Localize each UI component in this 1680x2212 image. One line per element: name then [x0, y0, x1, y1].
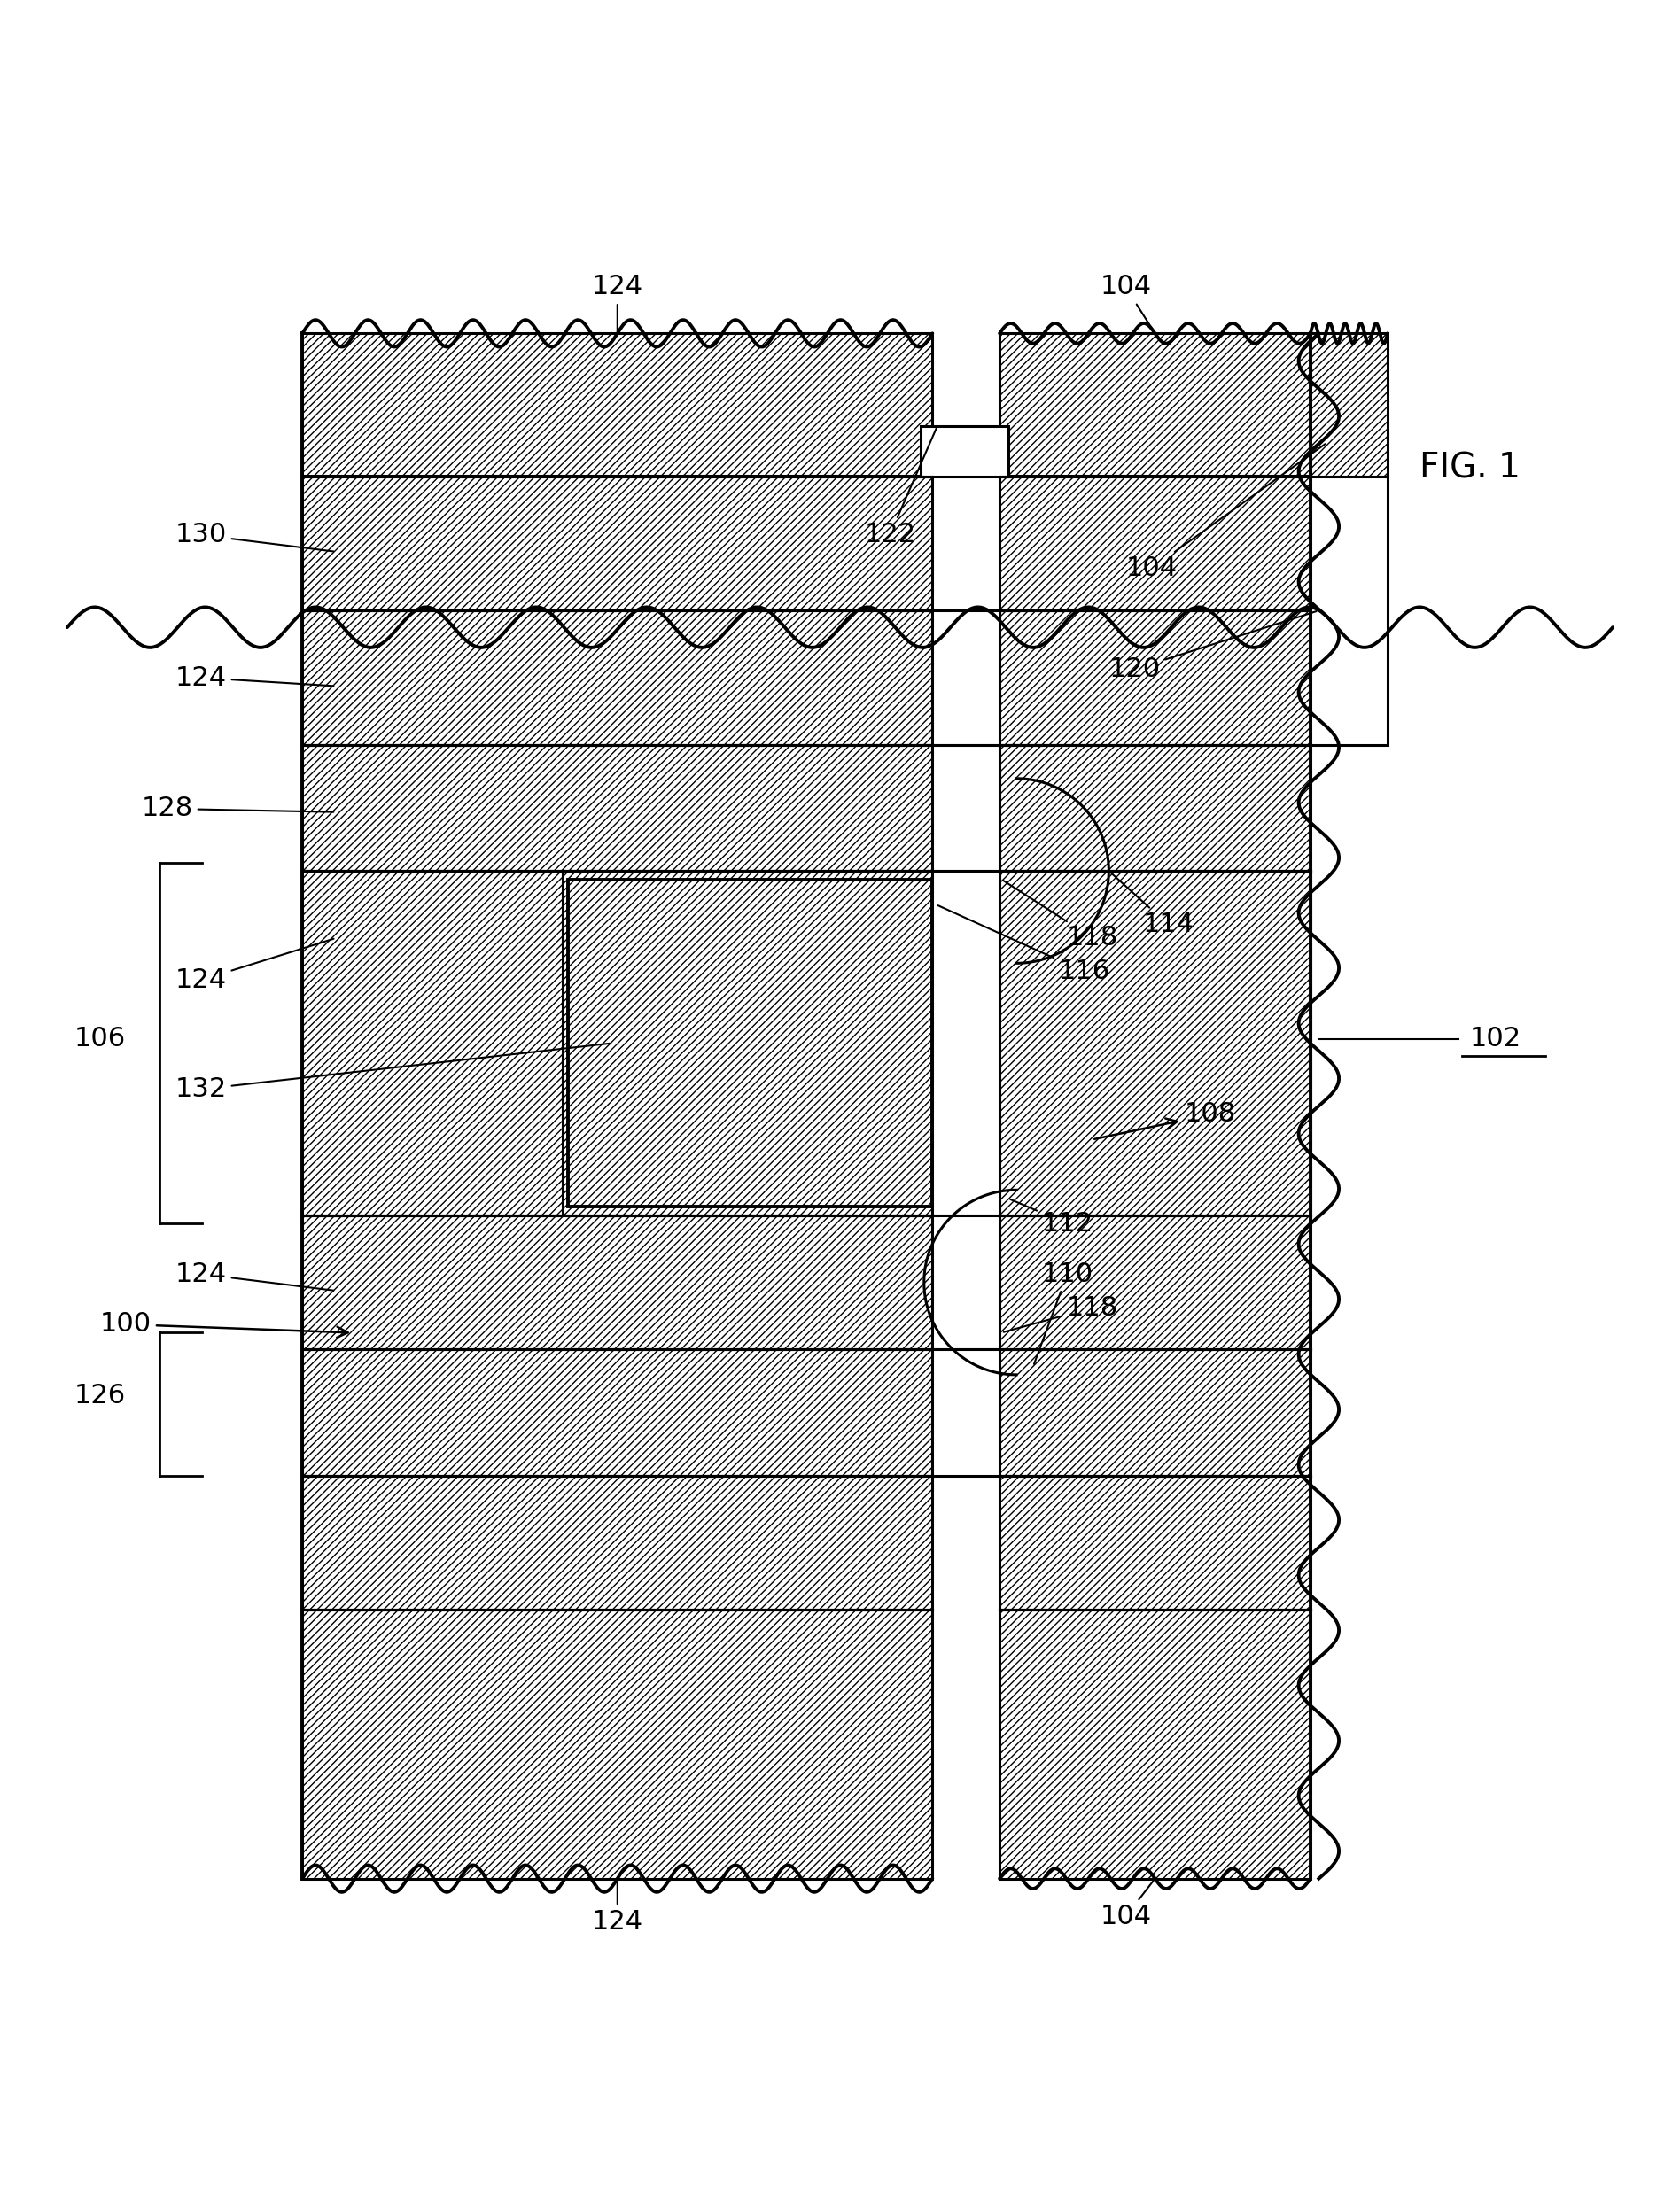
Bar [932, 872, 1000, 1214]
Bar [302, 1610, 932, 1878]
Bar [1000, 611, 1310, 745]
Text: 114: 114 [1110, 872, 1194, 938]
Bar [302, 476, 932, 611]
Text: 118: 118 [1003, 1294, 1119, 1332]
Text: 102: 102 [1470, 1026, 1522, 1051]
Text: FIG. 1: FIG. 1 [1420, 451, 1520, 484]
Bar [302, 872, 1310, 1214]
Text: 128: 128 [141, 796, 334, 821]
Text: 100: 100 [101, 1312, 348, 1338]
Bar [1000, 872, 1310, 1214]
Text: 122: 122 [864, 427, 936, 549]
Bar [1000, 476, 1310, 611]
Text: 118: 118 [1003, 880, 1119, 951]
Text: 104: 104 [1126, 445, 1326, 582]
Text: 104: 104 [1100, 274, 1154, 332]
Bar [302, 1214, 932, 1349]
Bar [921, 425, 1008, 476]
Bar [302, 745, 932, 872]
Text: 108: 108 [1094, 1102, 1236, 1139]
Text: 116: 116 [937, 905, 1110, 984]
Text: 126: 126 [74, 1382, 126, 1409]
Bar [1000, 1610, 1310, 1878]
Text: 112: 112 [1010, 1199, 1094, 1237]
Bar [302, 1475, 932, 1610]
Text: 124: 124 [175, 1261, 334, 1290]
Text: 106: 106 [74, 1026, 126, 1051]
Bar [1000, 745, 1310, 872]
Text: 124: 124 [175, 666, 334, 690]
Text: 130: 130 [175, 522, 334, 551]
Text: 132: 132 [175, 1044, 612, 1102]
Bar [302, 334, 1310, 1878]
Bar [302, 611, 932, 745]
Bar [1310, 476, 1388, 745]
Bar [932, 745, 1000, 872]
Bar [302, 334, 932, 476]
Bar [1000, 1214, 1310, 1349]
Bar [932, 1214, 1000, 1349]
Bar [1310, 334, 1388, 476]
Bar [563, 872, 932, 1214]
Text: 120: 120 [1109, 611, 1317, 681]
Text: 104: 104 [1100, 1880, 1154, 1929]
Text: 124: 124 [175, 938, 334, 993]
Bar [302, 1349, 932, 1475]
Text: 124: 124 [591, 274, 643, 332]
Text: 110: 110 [1035, 1261, 1094, 1365]
Bar [568, 878, 932, 1208]
Bar [1000, 334, 1310, 476]
Bar [302, 872, 563, 1214]
Bar [932, 611, 1000, 745]
Bar [932, 1349, 1000, 1475]
Bar [1000, 1475, 1310, 1610]
Text: 124: 124 [591, 1880, 643, 1936]
Bar [1000, 1349, 1310, 1475]
